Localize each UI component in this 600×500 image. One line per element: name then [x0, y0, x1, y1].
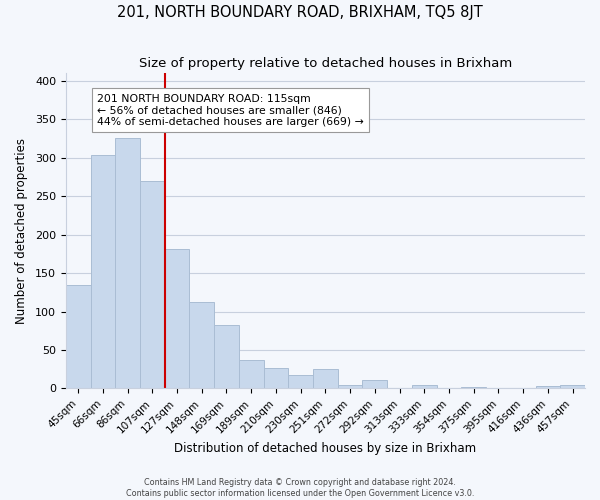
Bar [461, 387, 486, 388]
Bar [164, 249, 190, 388]
X-axis label: Distribution of detached houses by size in Brixham: Distribution of detached houses by size … [175, 442, 476, 455]
Text: 201, NORTH BOUNDARY ROAD, BRIXHAM, TQ5 8JT: 201, NORTH BOUNDARY ROAD, BRIXHAM, TQ5 8… [117, 5, 483, 20]
Bar [140, 181, 164, 388]
Bar [91, 156, 115, 388]
Bar [190, 302, 214, 388]
Bar [560, 384, 585, 388]
Bar [338, 384, 362, 388]
Bar [289, 376, 313, 388]
Bar [313, 369, 338, 388]
Bar [66, 284, 91, 389]
Bar [362, 380, 387, 388]
Bar [239, 360, 263, 388]
Bar [536, 386, 560, 388]
Bar [412, 384, 437, 388]
Text: Contains HM Land Registry data © Crown copyright and database right 2024.
Contai: Contains HM Land Registry data © Crown c… [126, 478, 474, 498]
Text: 201 NORTH BOUNDARY ROAD: 115sqm
← 56% of detached houses are smaller (846)
44% o: 201 NORTH BOUNDARY ROAD: 115sqm ← 56% of… [97, 94, 364, 127]
Bar [214, 324, 239, 388]
Bar [263, 368, 289, 388]
Bar [115, 138, 140, 388]
Y-axis label: Number of detached properties: Number of detached properties [15, 138, 28, 324]
Title: Size of property relative to detached houses in Brixham: Size of property relative to detached ho… [139, 58, 512, 70]
